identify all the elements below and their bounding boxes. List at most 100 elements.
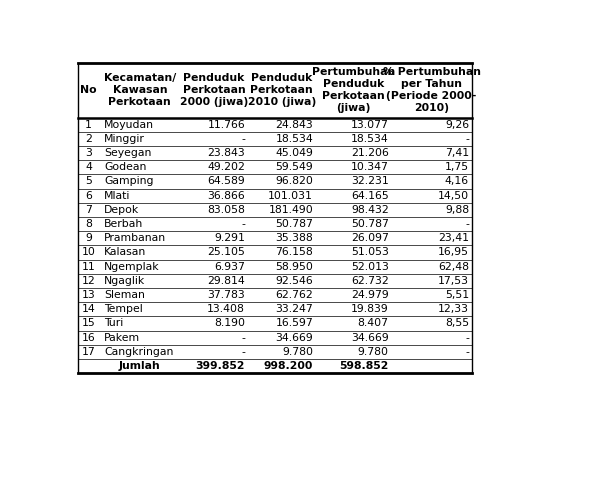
Text: -: - xyxy=(465,134,469,144)
Text: 4,16: 4,16 xyxy=(445,176,469,186)
Text: 11: 11 xyxy=(82,262,95,272)
Text: Minggir: Minggir xyxy=(104,134,145,144)
Text: 36.866: 36.866 xyxy=(207,191,245,201)
Text: 17,53: 17,53 xyxy=(438,276,469,286)
Text: 23.843: 23.843 xyxy=(207,148,245,158)
Text: 33.247: 33.247 xyxy=(275,304,313,314)
Text: 50.787: 50.787 xyxy=(275,219,313,229)
Text: 35.388: 35.388 xyxy=(275,233,313,243)
Text: 12,33: 12,33 xyxy=(438,304,469,314)
Text: 8.190: 8.190 xyxy=(214,319,245,329)
Text: 8,55: 8,55 xyxy=(445,319,469,329)
Text: 26.097: 26.097 xyxy=(351,233,389,243)
Text: Seyegan: Seyegan xyxy=(104,148,152,158)
Text: 1: 1 xyxy=(85,120,92,130)
Text: 13.408: 13.408 xyxy=(207,304,245,314)
Text: Pakem: Pakem xyxy=(104,333,140,342)
Text: 34.669: 34.669 xyxy=(351,333,389,342)
Text: 399.852: 399.852 xyxy=(195,361,245,371)
Text: 101.031: 101.031 xyxy=(268,191,313,201)
Text: 29.814: 29.814 xyxy=(207,276,245,286)
Text: 13: 13 xyxy=(82,290,95,300)
Text: 3: 3 xyxy=(85,148,92,158)
Text: Moyudan: Moyudan xyxy=(104,120,155,130)
Text: 32.231: 32.231 xyxy=(351,176,389,186)
Text: 181.490: 181.490 xyxy=(268,205,313,215)
Text: 21.206: 21.206 xyxy=(351,148,389,158)
Text: 16,95: 16,95 xyxy=(438,248,469,258)
Text: 25.105: 25.105 xyxy=(207,248,245,258)
Text: Mlati: Mlati xyxy=(104,191,131,201)
Text: Turi: Turi xyxy=(104,319,124,329)
Text: 10: 10 xyxy=(82,248,96,258)
Text: -: - xyxy=(465,219,469,229)
Text: Penduduk
Perkotaan
2010 (jiwa): Penduduk Perkotaan 2010 (jiwa) xyxy=(247,73,316,107)
Text: 34.669: 34.669 xyxy=(275,333,313,342)
Text: -: - xyxy=(465,333,469,342)
Text: Ngaglik: Ngaglik xyxy=(104,276,146,286)
Text: 15: 15 xyxy=(82,319,95,329)
Text: Jumlah: Jumlah xyxy=(119,361,160,371)
Text: 50.787: 50.787 xyxy=(351,219,389,229)
Text: 12: 12 xyxy=(82,276,95,286)
Text: Depok: Depok xyxy=(104,205,140,215)
Text: 45.049: 45.049 xyxy=(275,148,313,158)
Text: 98.432: 98.432 xyxy=(351,205,389,215)
Text: 6: 6 xyxy=(85,191,92,201)
Text: 9,88: 9,88 xyxy=(445,205,469,215)
Text: 7,41: 7,41 xyxy=(445,148,469,158)
Text: 16.597: 16.597 xyxy=(275,319,313,329)
Text: 59.549: 59.549 xyxy=(275,162,313,172)
Text: 64.589: 64.589 xyxy=(207,176,245,186)
Text: -: - xyxy=(242,333,245,342)
Text: 17: 17 xyxy=(82,347,95,357)
Text: Sleman: Sleman xyxy=(104,290,145,300)
Text: Godean: Godean xyxy=(104,162,147,172)
Text: 92.546: 92.546 xyxy=(275,276,313,286)
Text: -: - xyxy=(242,219,245,229)
Text: 64.165: 64.165 xyxy=(351,191,389,201)
Text: Pertumbuhan
Penduduk
Perkotaan
(jiwa): Pertumbuhan Penduduk Perkotaan (jiwa) xyxy=(312,68,395,114)
Text: 18.534: 18.534 xyxy=(275,134,313,144)
Text: Tempel: Tempel xyxy=(104,304,143,314)
Text: 9: 9 xyxy=(85,233,92,243)
Text: 9.780: 9.780 xyxy=(358,347,389,357)
Text: 37.783: 37.783 xyxy=(207,290,245,300)
Text: 83.058: 83.058 xyxy=(207,205,245,215)
Text: -: - xyxy=(465,347,469,357)
Text: 8.407: 8.407 xyxy=(358,319,389,329)
Text: 5,51: 5,51 xyxy=(445,290,469,300)
Text: 62.732: 62.732 xyxy=(351,276,389,286)
Text: 76.158: 76.158 xyxy=(275,248,313,258)
Text: 7: 7 xyxy=(85,205,92,215)
Text: 62.762: 62.762 xyxy=(275,290,313,300)
Text: 6.937: 6.937 xyxy=(214,262,245,272)
Text: Cangkringan: Cangkringan xyxy=(104,347,173,357)
Text: Gamping: Gamping xyxy=(104,176,154,186)
Text: 10.347: 10.347 xyxy=(351,162,389,172)
Text: 5: 5 xyxy=(85,176,92,186)
Text: 9.291: 9.291 xyxy=(214,233,245,243)
Text: 14,50: 14,50 xyxy=(438,191,469,201)
Text: -: - xyxy=(242,347,245,357)
Text: 24.979: 24.979 xyxy=(351,290,389,300)
Text: 51.053: 51.053 xyxy=(351,248,389,258)
Text: 11.766: 11.766 xyxy=(207,120,245,130)
Text: 62,48: 62,48 xyxy=(438,262,469,272)
Text: % Pertumbuhan
per Tahun
(Periode 2000-
2010): % Pertumbuhan per Tahun (Periode 2000- 2… xyxy=(382,68,481,114)
Text: 18.534: 18.534 xyxy=(351,134,389,144)
Text: Kecamatan/
Kawasan
Perkotaan: Kecamatan/ Kawasan Perkotaan xyxy=(104,73,176,107)
Text: 9.780: 9.780 xyxy=(282,347,313,357)
Text: 49.202: 49.202 xyxy=(207,162,245,172)
Text: 16: 16 xyxy=(82,333,95,342)
Text: Ngemplak: Ngemplak xyxy=(104,262,160,272)
Text: 4: 4 xyxy=(85,162,92,172)
Text: Kalasan: Kalasan xyxy=(104,248,147,258)
Text: 19.839: 19.839 xyxy=(351,304,389,314)
Text: Prambanan: Prambanan xyxy=(104,233,166,243)
Text: 96.820: 96.820 xyxy=(275,176,313,186)
Text: No: No xyxy=(81,85,97,95)
Text: 998.200: 998.200 xyxy=(263,361,313,371)
Text: 8: 8 xyxy=(85,219,92,229)
Text: Penduduk
Perkotaan
2000 (jiwa): Penduduk Perkotaan 2000 (jiwa) xyxy=(180,73,248,107)
